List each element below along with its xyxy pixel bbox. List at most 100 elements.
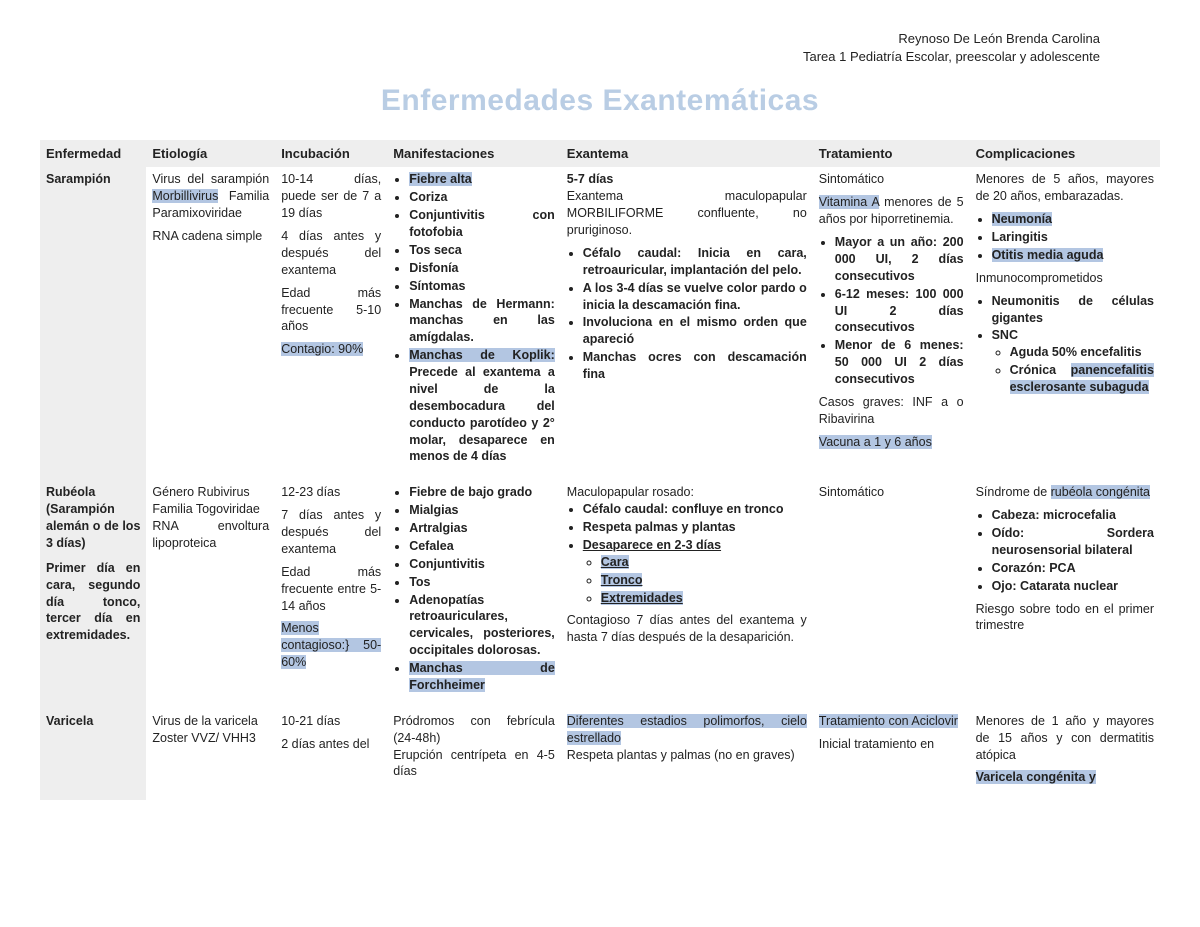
text: Rubéola (Sarampión alemán o de los 3 día… [46, 484, 140, 552]
text: Manchas ocres con descamación fina [583, 349, 807, 383]
text: Disfonía [409, 260, 555, 277]
varicela-manif: Pródromos con febrícula (24-48h) Erupció… [387, 709, 561, 801]
hl-koplik: Manchas de Koplik: [409, 348, 555, 362]
text: Coriza [409, 189, 555, 206]
text: Respeta palmas y plantas [583, 519, 807, 536]
text: 10-21 días [281, 713, 381, 730]
text: Precede al exantema a nivel de la desemb… [409, 365, 555, 463]
rubeola-name: Rubéola (Sarampión alemán o de los 3 día… [40, 480, 146, 709]
sarampion-manif: Fiebre alta Coriza Conjuntivitis con fot… [387, 167, 561, 480]
hl-otitis: Otitis media aguda [992, 248, 1104, 262]
text: Género Rubivirus [152, 484, 269, 501]
text: Virus del sarampión [152, 172, 269, 186]
rubeola-manif: Fiebre de bajo grado Mialgias Artralgias… [387, 480, 561, 709]
text: Conjuntivitis [409, 556, 555, 573]
hl-rubeola-congenita: rubéola congénita [1051, 485, 1150, 499]
hl-extremidades: Extremidades [601, 591, 683, 605]
hl-varicela-congenita: Varicela congénita y [976, 770, 1096, 784]
text: Síntomas [409, 278, 555, 295]
row-sarampion: Sarampión Virus del sarampión Morbillivi… [40, 167, 1160, 480]
text: A los 3-4 días se vuelve color pardo o i… [583, 280, 807, 314]
hl-aciclovir: Tratamiento con Aciclovir [819, 714, 958, 728]
text: Menor de 6 menes: 50 000 UI 2 días conse… [835, 337, 964, 388]
text: Inmunocomprometidos [976, 270, 1154, 287]
text: Aguda 50% encefalitis [1010, 344, 1154, 361]
text: Laringitis [992, 229, 1154, 246]
text: RNA cadena simple [152, 228, 269, 245]
col-exantema: Exantema [561, 140, 813, 167]
text: 7 días antes y después del exantema [281, 507, 381, 558]
subject-line: Tarea 1 Pediatría Escolar, preescolar y … [40, 48, 1100, 66]
text: Maculopapular rosado: [567, 484, 807, 501]
text: Artralgias [409, 520, 555, 537]
text: Edad más frecuente 5-10 años [281, 285, 381, 336]
hl-tronco: Tronco [601, 573, 643, 587]
table-header-row: Enfermedad Etiología Incubación Manifest… [40, 140, 1160, 167]
text: Manchas de Hermann: manchas en las amígd… [409, 296, 555, 347]
rubeola-etio: Género Rubivirus Familia Togoviridae RNA… [146, 480, 275, 709]
text: Desaparece en 2-3 días [583, 538, 721, 552]
text: Menores de 5 años, mayores de 20 años, e… [976, 171, 1154, 205]
varicela-name: Varicela [40, 709, 146, 801]
text: Inicial tratamiento en [819, 736, 964, 753]
text: Mialgias [409, 502, 555, 519]
rubeola-exan: Maculopapular rosado: Céfalo caudal: con… [561, 480, 813, 709]
text: Pródromos con febrícula (24-48h) [393, 713, 555, 747]
text: Conjuntivitis con fotofobia [409, 207, 555, 241]
text: Erupción centrípeta en 4-5 días [393, 747, 555, 781]
text: Zoster VVZ/ VHH3 [152, 730, 269, 747]
text: Virus de la varicela [152, 713, 269, 730]
hl-neumonia: Neumonía [992, 212, 1052, 226]
author-line: Reynoso De León Brenda Carolina [40, 30, 1100, 48]
text: RNA envoltura lipoproteica [152, 518, 269, 552]
hl-cara: Cara [601, 555, 629, 569]
text: Neumonitis de células gigantes [992, 293, 1154, 327]
text: Céfalo caudal: Inicia en cara, retroauri… [583, 245, 807, 279]
hl-vitamina: Vitamina A [819, 195, 879, 209]
hl-contagio: Contagio: 90% [281, 342, 363, 356]
text: Fiebre de bajo grado [409, 484, 555, 501]
page-title: Enfermedades Exantemáticas [40, 84, 1160, 118]
col-complicaciones: Complicaciones [970, 140, 1160, 167]
text: Crónica [1010, 363, 1071, 377]
text: Cabeza: microcefalia [992, 507, 1154, 524]
text: Sintomático [819, 171, 964, 188]
text: Contagioso 7 días antes del exantema y h… [567, 612, 807, 646]
text: 2 días antes del [281, 736, 381, 753]
text: SNC [992, 328, 1018, 342]
text: Riesgo sobre todo en el primer trimestre [976, 601, 1154, 635]
text: Céfalo caudal: confluye en tronco [583, 501, 807, 518]
sarampion-name: Sarampión [40, 167, 146, 480]
rubeola-incub: 12-23 días 7 días antes y después del ex… [275, 480, 387, 709]
sarampion-comp: Menores de 5 años, mayores de 20 años, e… [970, 167, 1160, 480]
col-manifestaciones: Manifestaciones [387, 140, 561, 167]
varicela-comp: Menores de 1 año y mayores de 15 años y … [970, 709, 1160, 801]
text: Involuciona en el mismo orden que aparec… [583, 314, 807, 348]
text: Menores de 1 año y mayores de 15 años y … [976, 713, 1154, 764]
varicela-exan: Diferentes estadios polimorfos, cielo es… [561, 709, 813, 801]
varicela-trat: Tratamiento con Aciclovir Inicial tratam… [813, 709, 970, 801]
diseases-table: Enfermedad Etiología Incubación Manifest… [40, 140, 1160, 800]
col-enfermedad: Enfermedad [40, 140, 146, 167]
text: Adenopatías retroauriculares, cervicales… [409, 592, 555, 660]
hl-vacuna: Vacuna a 1 y 6 años [819, 435, 932, 449]
sarampion-etio: Virus del sarampión Morbillivirus Famili… [146, 167, 275, 480]
text: Casos graves: INF a o Ribavirina [819, 394, 964, 428]
hl-menos-contagioso: Menos contagioso:} 50- 60% [281, 621, 381, 669]
sarampion-exan: 5-7 días Exantema maculopapular MORBILIF… [561, 167, 813, 480]
sarampion-trat: Sintomático Vitamina A menores de 5 años… [813, 167, 970, 480]
text: Primer día en cara, segundo día tonco, t… [46, 560, 140, 644]
varicela-incub: 10-21 días 2 días antes del [275, 709, 387, 801]
col-incubacion: Incubación [275, 140, 387, 167]
varicela-etio: Virus de la varicela Zoster VVZ/ VHH3 [146, 709, 275, 801]
text: Cefalea [409, 538, 555, 555]
rubeola-trat: Sintomático [813, 480, 970, 709]
text: 5-7 días [567, 171, 807, 188]
text: Tos seca [409, 242, 555, 259]
text: Edad más frecuente entre 5-14 años [281, 564, 381, 615]
text: Tos [409, 574, 555, 591]
text: Exantema maculopapular MORBILIFORME conf… [567, 188, 807, 239]
row-varicela: Varicela Virus de la varicela Zoster VVZ… [40, 709, 1160, 801]
text: Corazón: PCA [992, 560, 1154, 577]
hl-forchheimer: Manchas de Forchheimer [409, 661, 555, 692]
